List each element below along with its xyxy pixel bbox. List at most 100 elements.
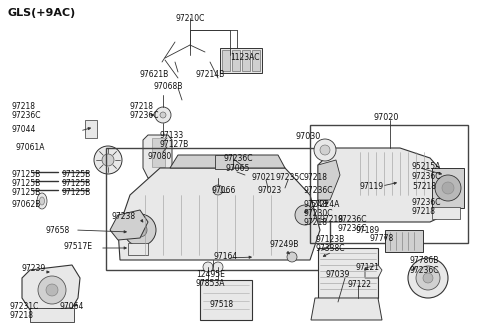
Text: 97236C: 97236C — [224, 154, 253, 163]
Text: 97125B: 97125B — [12, 179, 41, 188]
Circle shape — [320, 145, 330, 155]
Text: 97236C: 97236C — [12, 111, 41, 120]
Circle shape — [102, 154, 114, 166]
Text: 97125B: 97125B — [12, 170, 41, 179]
Bar — [242, 50, 250, 71]
Text: 97218: 97218 — [304, 218, 328, 227]
Text: 97189: 97189 — [356, 226, 380, 235]
Text: 97121: 97121 — [356, 263, 380, 272]
Bar — [106, 148, 330, 270]
Circle shape — [442, 182, 454, 194]
Circle shape — [133, 223, 147, 237]
Text: GLS(+9AC): GLS(+9AC) — [8, 8, 76, 18]
Text: 12495E: 12495E — [196, 270, 225, 279]
Text: 97248: 97248 — [304, 200, 328, 209]
Bar — [215, 155, 233, 169]
Bar — [220, 48, 262, 73]
Text: 97021: 97021 — [252, 173, 276, 182]
Text: 97853A: 97853A — [196, 279, 226, 288]
Bar — [310, 125, 468, 243]
Text: 97518: 97518 — [210, 300, 234, 309]
Text: 97066: 97066 — [212, 186, 236, 195]
Text: 97230C: 97230C — [304, 209, 334, 218]
Polygon shape — [318, 160, 340, 200]
Polygon shape — [318, 148, 445, 222]
Text: 97065: 97065 — [226, 164, 251, 173]
Text: 97786B: 97786B — [410, 256, 439, 265]
Text: 97517E: 97517E — [64, 242, 93, 251]
Circle shape — [295, 205, 315, 225]
Circle shape — [314, 139, 336, 161]
Circle shape — [435, 175, 461, 201]
Bar — [432, 207, 460, 219]
Text: 97236C: 97236C — [130, 111, 159, 120]
Text: 97210C: 97210C — [175, 14, 204, 23]
Text: 97218: 97218 — [130, 102, 154, 111]
Text: 97621B: 97621B — [140, 70, 169, 79]
Text: 97020: 97020 — [374, 113, 399, 122]
Polygon shape — [170, 155, 285, 168]
Bar — [232, 50, 240, 71]
Text: 97133: 97133 — [160, 131, 184, 140]
Polygon shape — [110, 210, 148, 240]
Bar — [30, 308, 74, 322]
Circle shape — [423, 273, 433, 283]
Circle shape — [287, 252, 297, 262]
Text: 97164: 97164 — [214, 252, 238, 261]
Text: 97062B: 97062B — [12, 200, 41, 209]
Ellipse shape — [37, 193, 47, 209]
Text: 97658: 97658 — [46, 226, 70, 235]
Text: 97231C: 97231C — [10, 302, 39, 311]
Text: 97123B: 97123B — [316, 235, 345, 244]
Bar — [128, 243, 148, 255]
Text: 97236C: 97236C — [412, 198, 442, 207]
Text: 1123AC: 1123AC — [230, 53, 260, 62]
Text: 97236C: 97236C — [338, 224, 368, 233]
Text: 97125B: 97125B — [62, 188, 91, 197]
Bar — [318, 248, 378, 298]
Text: 97249B: 97249B — [270, 240, 300, 249]
Text: 97125B: 97125B — [62, 170, 91, 179]
Text: 97218: 97218 — [10, 311, 34, 320]
Text: 97214B: 97214B — [195, 70, 224, 79]
Text: 97218: 97218 — [304, 173, 328, 182]
Circle shape — [213, 262, 223, 272]
Text: 97119: 97119 — [360, 182, 384, 191]
Circle shape — [94, 146, 122, 174]
Polygon shape — [152, 138, 165, 167]
Text: 97064: 97064 — [60, 302, 84, 311]
Bar — [85, 120, 97, 138]
Circle shape — [38, 276, 66, 304]
Text: 97125B: 97125B — [62, 179, 91, 188]
Bar — [252, 50, 260, 71]
Text: 95215A: 95215A — [412, 162, 442, 171]
Bar — [432, 168, 464, 208]
Text: 97236C: 97236C — [304, 186, 334, 195]
Circle shape — [203, 262, 213, 272]
Polygon shape — [311, 298, 382, 320]
Circle shape — [155, 107, 171, 123]
Polygon shape — [22, 265, 80, 310]
Text: 97080: 97080 — [148, 152, 172, 161]
Text: 97236C: 97236C — [410, 266, 440, 275]
Text: 57218: 57218 — [412, 182, 436, 191]
Text: 97238: 97238 — [112, 212, 136, 221]
Text: 97125B: 97125B — [12, 188, 41, 197]
Text: 97218: 97218 — [412, 207, 436, 216]
Circle shape — [416, 266, 440, 290]
Polygon shape — [118, 168, 320, 260]
Text: 97236C: 97236C — [338, 215, 368, 224]
Ellipse shape — [39, 197, 45, 205]
Text: 97239: 97239 — [22, 264, 46, 273]
Text: 97068B: 97068B — [154, 82, 183, 91]
Text: 97338C: 97338C — [316, 244, 346, 253]
Text: 97039: 97039 — [326, 270, 350, 279]
Text: 97127B: 97127B — [160, 140, 189, 149]
Text: 97235C: 97235C — [276, 173, 305, 182]
Circle shape — [213, 185, 223, 195]
Polygon shape — [143, 135, 178, 178]
Text: 97044: 97044 — [12, 125, 36, 134]
Text: 97030: 97030 — [296, 132, 321, 141]
Text: 97778: 97778 — [370, 234, 394, 243]
Bar — [385, 230, 423, 252]
